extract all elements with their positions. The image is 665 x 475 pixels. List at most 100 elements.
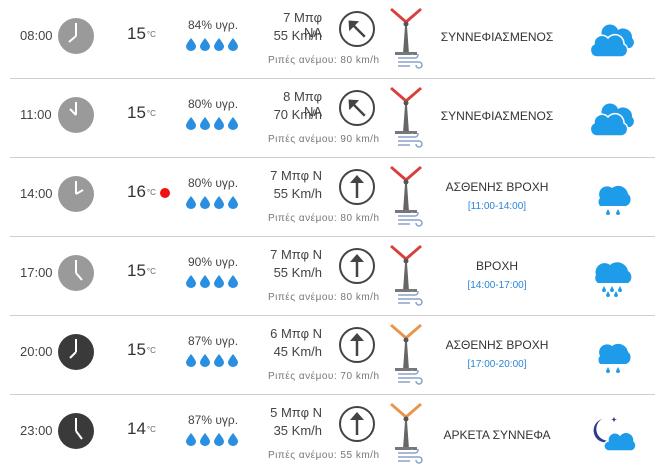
- wind-force: 6 Μπφ Ν: [270, 326, 322, 341]
- forecast-time: 20:00: [20, 344, 53, 359]
- forecast-row: 14:00 16°C 80% υγρ. 7 Μπφ Ν 55 Km/h Ριπέ…: [0, 158, 665, 237]
- temperature: 16°C: [127, 182, 156, 201]
- wind-speed: 55 Km/h: [273, 186, 322, 201]
- wind-force: 7 Μπφ ΝΑ: [283, 10, 322, 40]
- condition-text: ΑΣΘΕΝΗΣ ΒΡΟΧΗ: [445, 180, 549, 194]
- wind-speed: 35 Km/h: [273, 423, 322, 438]
- wind-turbine-icon: [390, 403, 422, 450]
- humidity: 80% υγρ.: [188, 97, 239, 111]
- arrow-up-icon: [339, 169, 375, 205]
- rain-period: [14:00-17:00]: [467, 280, 527, 291]
- water-drop-icon: [186, 433, 196, 446]
- clock-icon: [58, 413, 94, 449]
- forecast-row: 08:00 15°C 84% υγρ. 7 Μπφ ΝΑ 55 Km/h Ριπ…: [0, 0, 665, 79]
- wind-turbine-icon: [390, 87, 422, 134]
- temperature: 15°C: [127, 24, 156, 43]
- wind-turbine-icon: [390, 245, 422, 292]
- clock-icon: [58, 18, 94, 54]
- clock-icon: [58, 97, 94, 133]
- alert-indicator: [160, 188, 170, 198]
- wind-speed: 70 Km/h: [273, 107, 322, 122]
- water-drop-icon: [214, 354, 224, 367]
- cloudy-icon: [589, 24, 634, 58]
- row-divider: [10, 315, 655, 316]
- temperature: 15°C: [127, 261, 156, 280]
- water-drop-icon: [214, 275, 224, 288]
- forecast-time: 14:00: [20, 186, 53, 201]
- wind-speed: 45 Km/h: [273, 344, 322, 359]
- wind-speed: 55 Km/h: [273, 28, 322, 43]
- wind-gusts: Ριπές ανέμου: 70 km/h: [268, 371, 380, 382]
- light-rain-icon: [598, 185, 631, 215]
- water-drop-icon: [200, 354, 210, 367]
- wind-gusts: Ριπές ανέμου: 80 km/h: [268, 292, 380, 303]
- wind-gust-icon: [398, 133, 423, 148]
- wind-force: 7 Μπφ Ν: [270, 168, 322, 183]
- forecast-time: 23:00: [20, 423, 53, 438]
- wind-force: 5 Μπφ Ν: [270, 405, 322, 420]
- water-drop-icon: [200, 196, 210, 209]
- night-partly-cloudy-icon: [593, 417, 637, 452]
- arrow-nw-icon: [339, 90, 375, 126]
- clock-icon: [58, 334, 94, 370]
- wind-gust-icon: [398, 54, 423, 69]
- cloudy-icon: [589, 103, 634, 137]
- water-drop-icon: [186, 38, 196, 51]
- rain-period: [11:00-14:00]: [467, 201, 527, 212]
- row-divider: [10, 78, 655, 79]
- humidity: 87% υγρ.: [188, 413, 239, 427]
- water-drop-icon: [228, 117, 238, 130]
- temperature: 14°C: [127, 419, 156, 438]
- water-drop-icon: [200, 433, 210, 446]
- humidity: 90% υγρ.: [188, 255, 239, 269]
- water-drop-icon: [214, 433, 224, 446]
- clock-icon: [58, 176, 94, 212]
- arrow-nw-icon: [339, 11, 375, 47]
- water-drop-icon: [214, 117, 224, 130]
- humidity-drops: [186, 433, 238, 446]
- water-drop-icon: [186, 275, 196, 288]
- wind-gust-icon: [398, 370, 423, 385]
- row-divider: [10, 394, 655, 395]
- row-divider: [10, 157, 655, 158]
- water-drop-icon: [214, 196, 224, 209]
- humidity-drops: [186, 275, 238, 288]
- water-drop-icon: [186, 354, 196, 367]
- arrow-up-icon: [339, 327, 375, 363]
- water-drop-icon: [214, 38, 224, 51]
- wind-turbine-icon: [390, 324, 422, 371]
- temperature: 15°C: [127, 340, 156, 359]
- condition-text: ΒΡΟΧΗ: [475, 259, 518, 273]
- temperature: 15°C: [127, 103, 156, 122]
- arrow-up-icon: [339, 248, 375, 284]
- wind-gust-icon: [398, 212, 423, 227]
- condition-text: ΑΡΚΕΤΑ ΣΥΝΝΕΦΑ: [443, 428, 551, 442]
- light-rain-icon: [598, 343, 631, 373]
- wind-gusts: Ριπές ανέμου: 80 km/h: [268, 213, 380, 224]
- water-drop-icon: [228, 196, 238, 209]
- water-drop-icon: [186, 117, 196, 130]
- water-drop-icon: [228, 354, 238, 367]
- condition-text: ΑΣΘΕΝΗΣ ΒΡΟΧΗ: [445, 338, 549, 352]
- condition-text: ΣΥΝΝΕΦΙΑΣΜΕΝΟΣ: [440, 109, 554, 123]
- water-drop-icon: [228, 275, 238, 288]
- water-drop-icon: [200, 38, 210, 51]
- row-divider: [10, 236, 655, 237]
- condition-text: ΣΥΝΝΕΦΙΑΣΜΕΝΟΣ: [440, 30, 554, 44]
- water-drop-icon: [186, 196, 196, 209]
- humidity: 87% υγρ.: [188, 334, 239, 348]
- humidity: 80% υγρ.: [188, 176, 239, 190]
- water-drop-icon: [200, 275, 210, 288]
- forecast-time: 11:00: [20, 107, 52, 122]
- wind-turbine-icon: [390, 166, 422, 213]
- forecast-time: 17:00: [20, 265, 53, 280]
- forecast-row: 11:00 15°C 80% υγρ. 8 Μπφ ΝΑ 70 Km/h Ριπ…: [0, 79, 665, 158]
- wind-gust-icon: [398, 291, 423, 306]
- forecast-time: 08:00: [20, 28, 53, 43]
- humidity-drops: [186, 38, 238, 51]
- water-drop-icon: [200, 117, 210, 130]
- wind-gust-icon: [398, 449, 423, 464]
- wind-gusts: Ριπές ανέμου: 90 km/h: [268, 134, 380, 145]
- water-drop-icon: [228, 433, 238, 446]
- forecast-row: 20:00 15°C 87% υγρ. 6 Μπφ Ν 45 Km/h Ριπέ…: [0, 316, 665, 395]
